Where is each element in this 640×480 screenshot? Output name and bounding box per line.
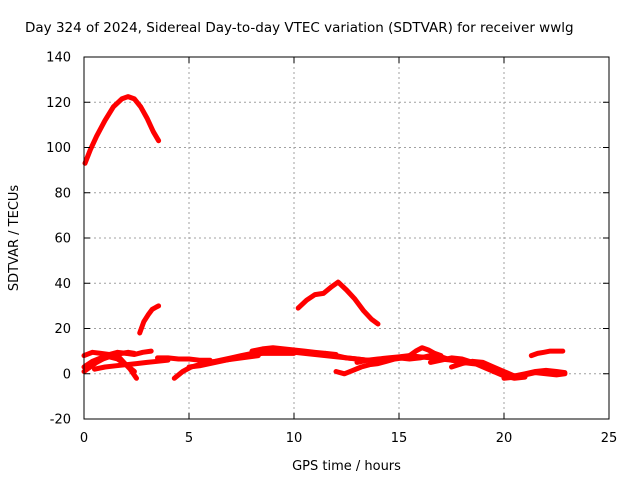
x-tick-label: 20	[496, 431, 513, 446]
y-tick-label: 0	[63, 367, 71, 382]
series-layer	[81, 94, 568, 381]
series-line-arc-rise-30	[137, 303, 162, 336]
series-line-arc-j	[249, 345, 339, 357]
x-axis-label: GPS time / hours	[292, 459, 401, 474]
series-line-arc-o	[407, 345, 444, 359]
series-line-arc-f	[155, 355, 213, 363]
y-tick-label: 20	[54, 322, 71, 337]
series-line-arc-early-high	[82, 94, 162, 166]
y-tick-label: 140	[46, 51, 71, 66]
chart-title: Day 324 of 2024, Sidereal Day-to-day VTE…	[25, 20, 574, 36]
y-tick-label: 120	[46, 96, 71, 111]
x-tick-label: 10	[286, 431, 303, 446]
x-tick-label: 0	[80, 431, 88, 446]
series-line-arc-midday-40	[295, 279, 381, 327]
y-tick-label: 80	[54, 186, 71, 201]
y-axis-label: SDTVAR / TECUs	[7, 185, 22, 292]
y-tick-label: 40	[54, 277, 71, 292]
x-tick-label: 5	[185, 431, 193, 446]
x-tick-label: 15	[391, 431, 408, 446]
grid-layer	[84, 57, 609, 419]
series-line-arc-t	[528, 348, 566, 359]
y-tick-label: 100	[46, 141, 71, 156]
x-tick-label: 25	[601, 431, 618, 446]
y-tick-label: -20	[50, 413, 71, 428]
series-line-arc-e	[92, 357, 171, 372]
tick-layer: 0 5 10 15 20 25 -20 0 20 40 60 80 100 120 140	[46, 51, 617, 447]
series-line-arc-s	[501, 370, 568, 381]
y-tick-label: 60	[54, 232, 71, 247]
